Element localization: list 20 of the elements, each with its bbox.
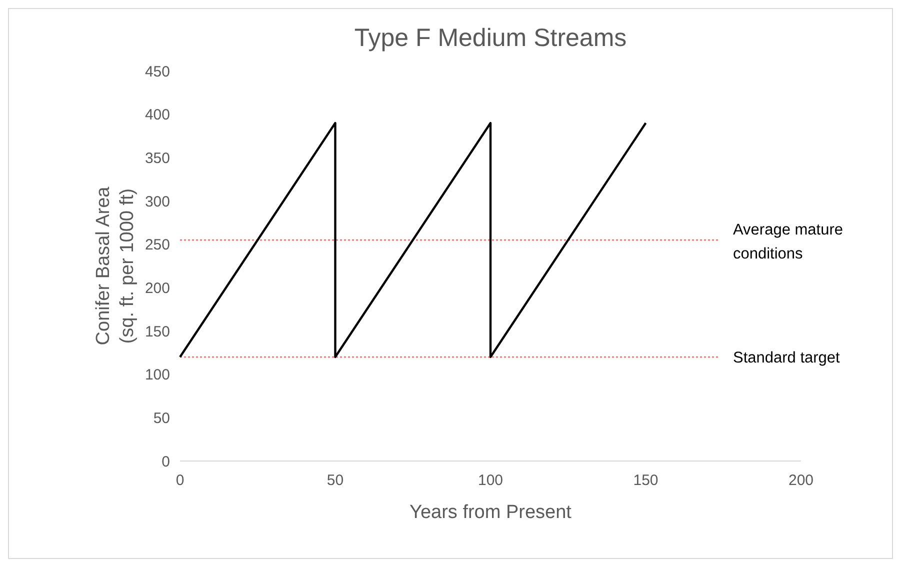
y-tick-label: 0 <box>162 453 170 470</box>
y-tick-label: 50 <box>153 410 170 427</box>
y-tick-label: 150 <box>144 323 170 340</box>
x-tick-label: 0 <box>176 472 184 489</box>
x-tick-label: 200 <box>788 472 814 489</box>
x-tick-label: 100 <box>478 472 504 489</box>
y-tick-label: 200 <box>144 280 170 297</box>
y-tick-label: 300 <box>144 193 170 210</box>
ref-line-label: Average mature conditions <box>733 221 843 262</box>
x-axis-title: Years from Present <box>410 502 572 523</box>
y-tick-label: 350 <box>144 150 170 167</box>
y-tick-label: 400 <box>144 106 170 124</box>
y-axis-title: Conifer Basal Area (sq. ft. per 1000 ft) <box>93 186 138 346</box>
x-tick-label: 50 <box>326 472 344 489</box>
y-tick-label: 100 <box>144 366 170 384</box>
chart-title: Type F Medium Streams <box>354 24 627 52</box>
ref-line-label: Standard target <box>733 349 841 366</box>
y-tick-label: 250 <box>144 236 170 254</box>
x-tick-label: 150 <box>633 472 658 489</box>
y-tick-label: 450 <box>144 63 170 80</box>
